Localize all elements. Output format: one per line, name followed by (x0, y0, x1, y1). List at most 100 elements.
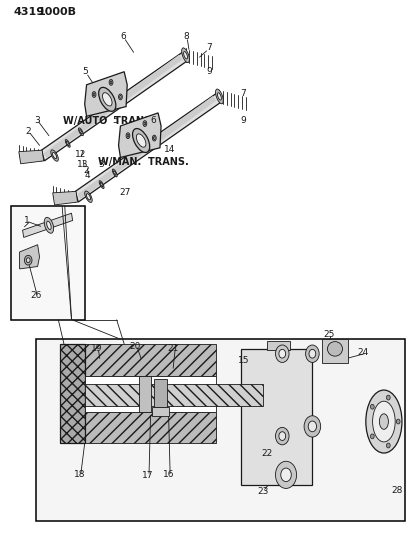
Text: 4319: 4319 (13, 7, 44, 17)
Polygon shape (23, 213, 72, 237)
Polygon shape (19, 245, 39, 269)
Text: 15: 15 (237, 357, 249, 366)
Polygon shape (60, 344, 85, 443)
Polygon shape (60, 412, 216, 443)
Ellipse shape (370, 405, 373, 409)
Text: 7: 7 (239, 88, 245, 98)
Text: 27: 27 (119, 188, 131, 197)
Ellipse shape (215, 89, 223, 104)
Text: 2: 2 (83, 166, 88, 175)
Ellipse shape (98, 87, 116, 111)
Ellipse shape (385, 395, 389, 400)
Bar (266, 341, 289, 350)
Ellipse shape (327, 342, 342, 356)
Ellipse shape (385, 443, 389, 448)
Ellipse shape (308, 421, 316, 432)
Bar (321, 339, 347, 364)
Text: 26: 26 (30, 291, 41, 300)
Ellipse shape (102, 93, 112, 106)
Ellipse shape (305, 345, 318, 362)
Text: 17: 17 (141, 471, 153, 480)
Bar (85, 376, 216, 412)
Text: 1: 1 (24, 216, 30, 225)
Ellipse shape (119, 95, 121, 99)
Polygon shape (19, 150, 43, 164)
Text: W/AUTO  TRANS.: W/AUTO TRANS. (63, 116, 155, 126)
Text: 5: 5 (112, 116, 117, 125)
Text: 1000B: 1000B (38, 7, 76, 17)
Text: 9: 9 (206, 67, 211, 76)
Text: 20: 20 (130, 342, 141, 351)
Ellipse shape (142, 120, 147, 126)
Bar (10, 206, 85, 320)
Text: 7: 7 (206, 43, 211, 52)
Text: 18: 18 (74, 470, 85, 479)
Text: 2: 2 (25, 127, 31, 136)
Text: 13: 13 (77, 160, 88, 169)
Ellipse shape (275, 461, 296, 488)
Polygon shape (60, 344, 216, 376)
Ellipse shape (79, 130, 82, 134)
Text: 16: 16 (162, 470, 174, 479)
Ellipse shape (136, 134, 145, 147)
Polygon shape (43, 55, 182, 158)
Polygon shape (85, 72, 127, 116)
Ellipse shape (181, 48, 189, 62)
Polygon shape (152, 407, 169, 416)
Polygon shape (118, 113, 161, 157)
Text: 3: 3 (98, 160, 104, 169)
Ellipse shape (395, 419, 399, 424)
Ellipse shape (275, 427, 288, 445)
Ellipse shape (109, 79, 113, 85)
Polygon shape (154, 379, 167, 407)
Polygon shape (75, 92, 220, 202)
Polygon shape (85, 384, 263, 406)
Text: 19: 19 (91, 344, 102, 353)
Ellipse shape (370, 434, 373, 439)
Text: 4: 4 (84, 171, 90, 180)
Ellipse shape (47, 221, 51, 230)
Ellipse shape (378, 414, 387, 429)
Polygon shape (52, 191, 77, 205)
Ellipse shape (372, 401, 394, 442)
Ellipse shape (112, 169, 117, 177)
Ellipse shape (126, 133, 130, 139)
Ellipse shape (278, 432, 285, 440)
Ellipse shape (100, 182, 103, 187)
Bar (36, 339, 404, 521)
Text: 6: 6 (150, 116, 156, 125)
Text: 5: 5 (82, 67, 87, 76)
Ellipse shape (52, 152, 57, 159)
Ellipse shape (280, 468, 291, 482)
Ellipse shape (365, 390, 401, 453)
Polygon shape (77, 96, 216, 199)
Text: 3: 3 (34, 116, 40, 125)
Polygon shape (41, 51, 186, 161)
Ellipse shape (217, 93, 221, 100)
Ellipse shape (110, 81, 112, 84)
Ellipse shape (304, 416, 320, 437)
Text: 28: 28 (390, 486, 402, 495)
Ellipse shape (66, 141, 69, 146)
Text: 14: 14 (163, 145, 175, 154)
Text: 6: 6 (120, 32, 126, 41)
Ellipse shape (93, 93, 95, 96)
Ellipse shape (278, 349, 285, 358)
Ellipse shape (26, 258, 30, 263)
Ellipse shape (118, 94, 122, 100)
Ellipse shape (65, 140, 70, 147)
Text: 23: 23 (257, 487, 268, 496)
Text: 12: 12 (74, 150, 85, 159)
Text: 24: 24 (357, 348, 368, 357)
Text: 9: 9 (239, 116, 245, 125)
Polygon shape (139, 376, 150, 412)
Ellipse shape (85, 191, 92, 203)
Ellipse shape (99, 181, 104, 189)
Ellipse shape (275, 345, 288, 362)
Ellipse shape (86, 193, 90, 200)
Ellipse shape (44, 217, 54, 233)
Ellipse shape (24, 255, 32, 265)
Ellipse shape (183, 52, 187, 59)
Text: W/MAN.  TRANS.: W/MAN. TRANS. (97, 157, 188, 167)
Ellipse shape (113, 171, 116, 175)
